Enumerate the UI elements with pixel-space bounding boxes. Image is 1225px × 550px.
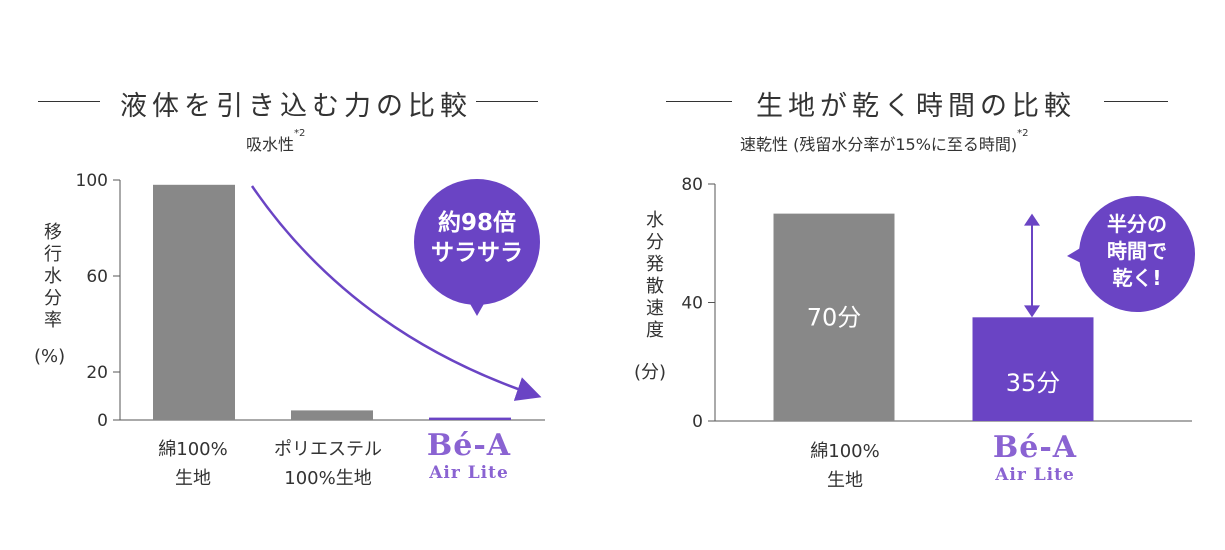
drying-panel: 生地が乾く時間の比較 速乾性 (残留水分率が15%に至る時間)*2 水分発散速度… <box>612 0 1225 550</box>
y-tick-label: 0 <box>97 411 108 431</box>
difference-arrow-head-down <box>1024 305 1040 318</box>
drying-y-unit: (分) <box>634 362 667 383</box>
drying-bubble-text: 半分の 時間で 乾く! <box>1107 212 1167 290</box>
title-rule-left <box>666 101 732 102</box>
bar-value-label: 35分 <box>1006 369 1061 397</box>
category-label-polyester: ポリエステル 100%生地 <box>274 439 382 489</box>
bar <box>429 417 511 420</box>
absorption-y-label: 移行水分率 <box>44 222 62 331</box>
drying-subtitle-text: 速乾性 (残留水分率が15%に至る時間) <box>740 135 1018 154</box>
brand-logo-left: Bé-A Air Lite <box>404 430 534 484</box>
absorption-title: 液体を引き込む力の比較 <box>120 91 472 122</box>
brand-logo-sub: Air Lite <box>429 463 509 483</box>
title-rule-right <box>1104 101 1168 102</box>
bar-value-label: 70分 <box>807 303 862 331</box>
y-tick-label: 80 <box>681 175 703 195</box>
absorption-panel: 液体を引き込む力の比較 吸水性*2 移行水分率 (%) 0 20 60 100 綿10… <box>0 0 612 550</box>
absorption-bubble-text: 約98倍 サラサラ <box>431 210 523 266</box>
brand-logo-sub: Air Lite <box>995 465 1075 485</box>
y-tick-label: 20 <box>86 363 108 383</box>
bar <box>972 317 1094 421</box>
absorption-chart: 0 20 60 100 <box>76 171 545 431</box>
title-rule-left <box>38 101 100 102</box>
absorption-subtitle-note: *2 <box>294 128 306 139</box>
absorption-subtitle-text: 吸水性 <box>246 135 295 154</box>
y-tick-label: 60 <box>86 267 108 287</box>
speech-bubble-tail <box>469 302 485 316</box>
category-label-cotton: 綿100% 生地 <box>810 441 880 491</box>
y-tick-label: 0 <box>692 412 703 432</box>
drying-title: 生地が乾く時間の比較 <box>756 91 1076 122</box>
y-tick-label: 100 <box>76 171 108 191</box>
absorption-y-unit: (%) <box>34 346 66 367</box>
bar <box>291 410 373 420</box>
bar <box>773 213 895 421</box>
trend-arrow <box>250 185 542 401</box>
drying-subtitle: 速乾性 (残留水分率が15%に至る時間)*2 <box>740 128 1029 155</box>
bar <box>153 184 235 420</box>
drying-subtitle-note: *2 <box>1017 128 1029 139</box>
y-tick-label: 40 <box>681 294 703 314</box>
category-label-cotton: 綿100% 生地 <box>158 439 228 489</box>
brand-logo-main: Bé-A <box>426 428 512 463</box>
brand-logo-main: Bé-A <box>992 430 1078 465</box>
title-rule-right <box>476 101 538 102</box>
absorption-subtitle: 吸水性*2 <box>246 128 306 155</box>
speech-bubble-tail <box>1067 247 1083 264</box>
speech-bubble <box>414 179 540 305</box>
speech-bubble <box>1079 196 1195 312</box>
brand-logo-right: Bé-A Air Lite <box>970 432 1100 486</box>
drying-chart: 0 40 80 70分 35分 <box>681 175 1195 432</box>
drying-y-label: 水分発散速度 <box>646 210 664 341</box>
difference-arrow-head-up <box>1024 213 1040 226</box>
